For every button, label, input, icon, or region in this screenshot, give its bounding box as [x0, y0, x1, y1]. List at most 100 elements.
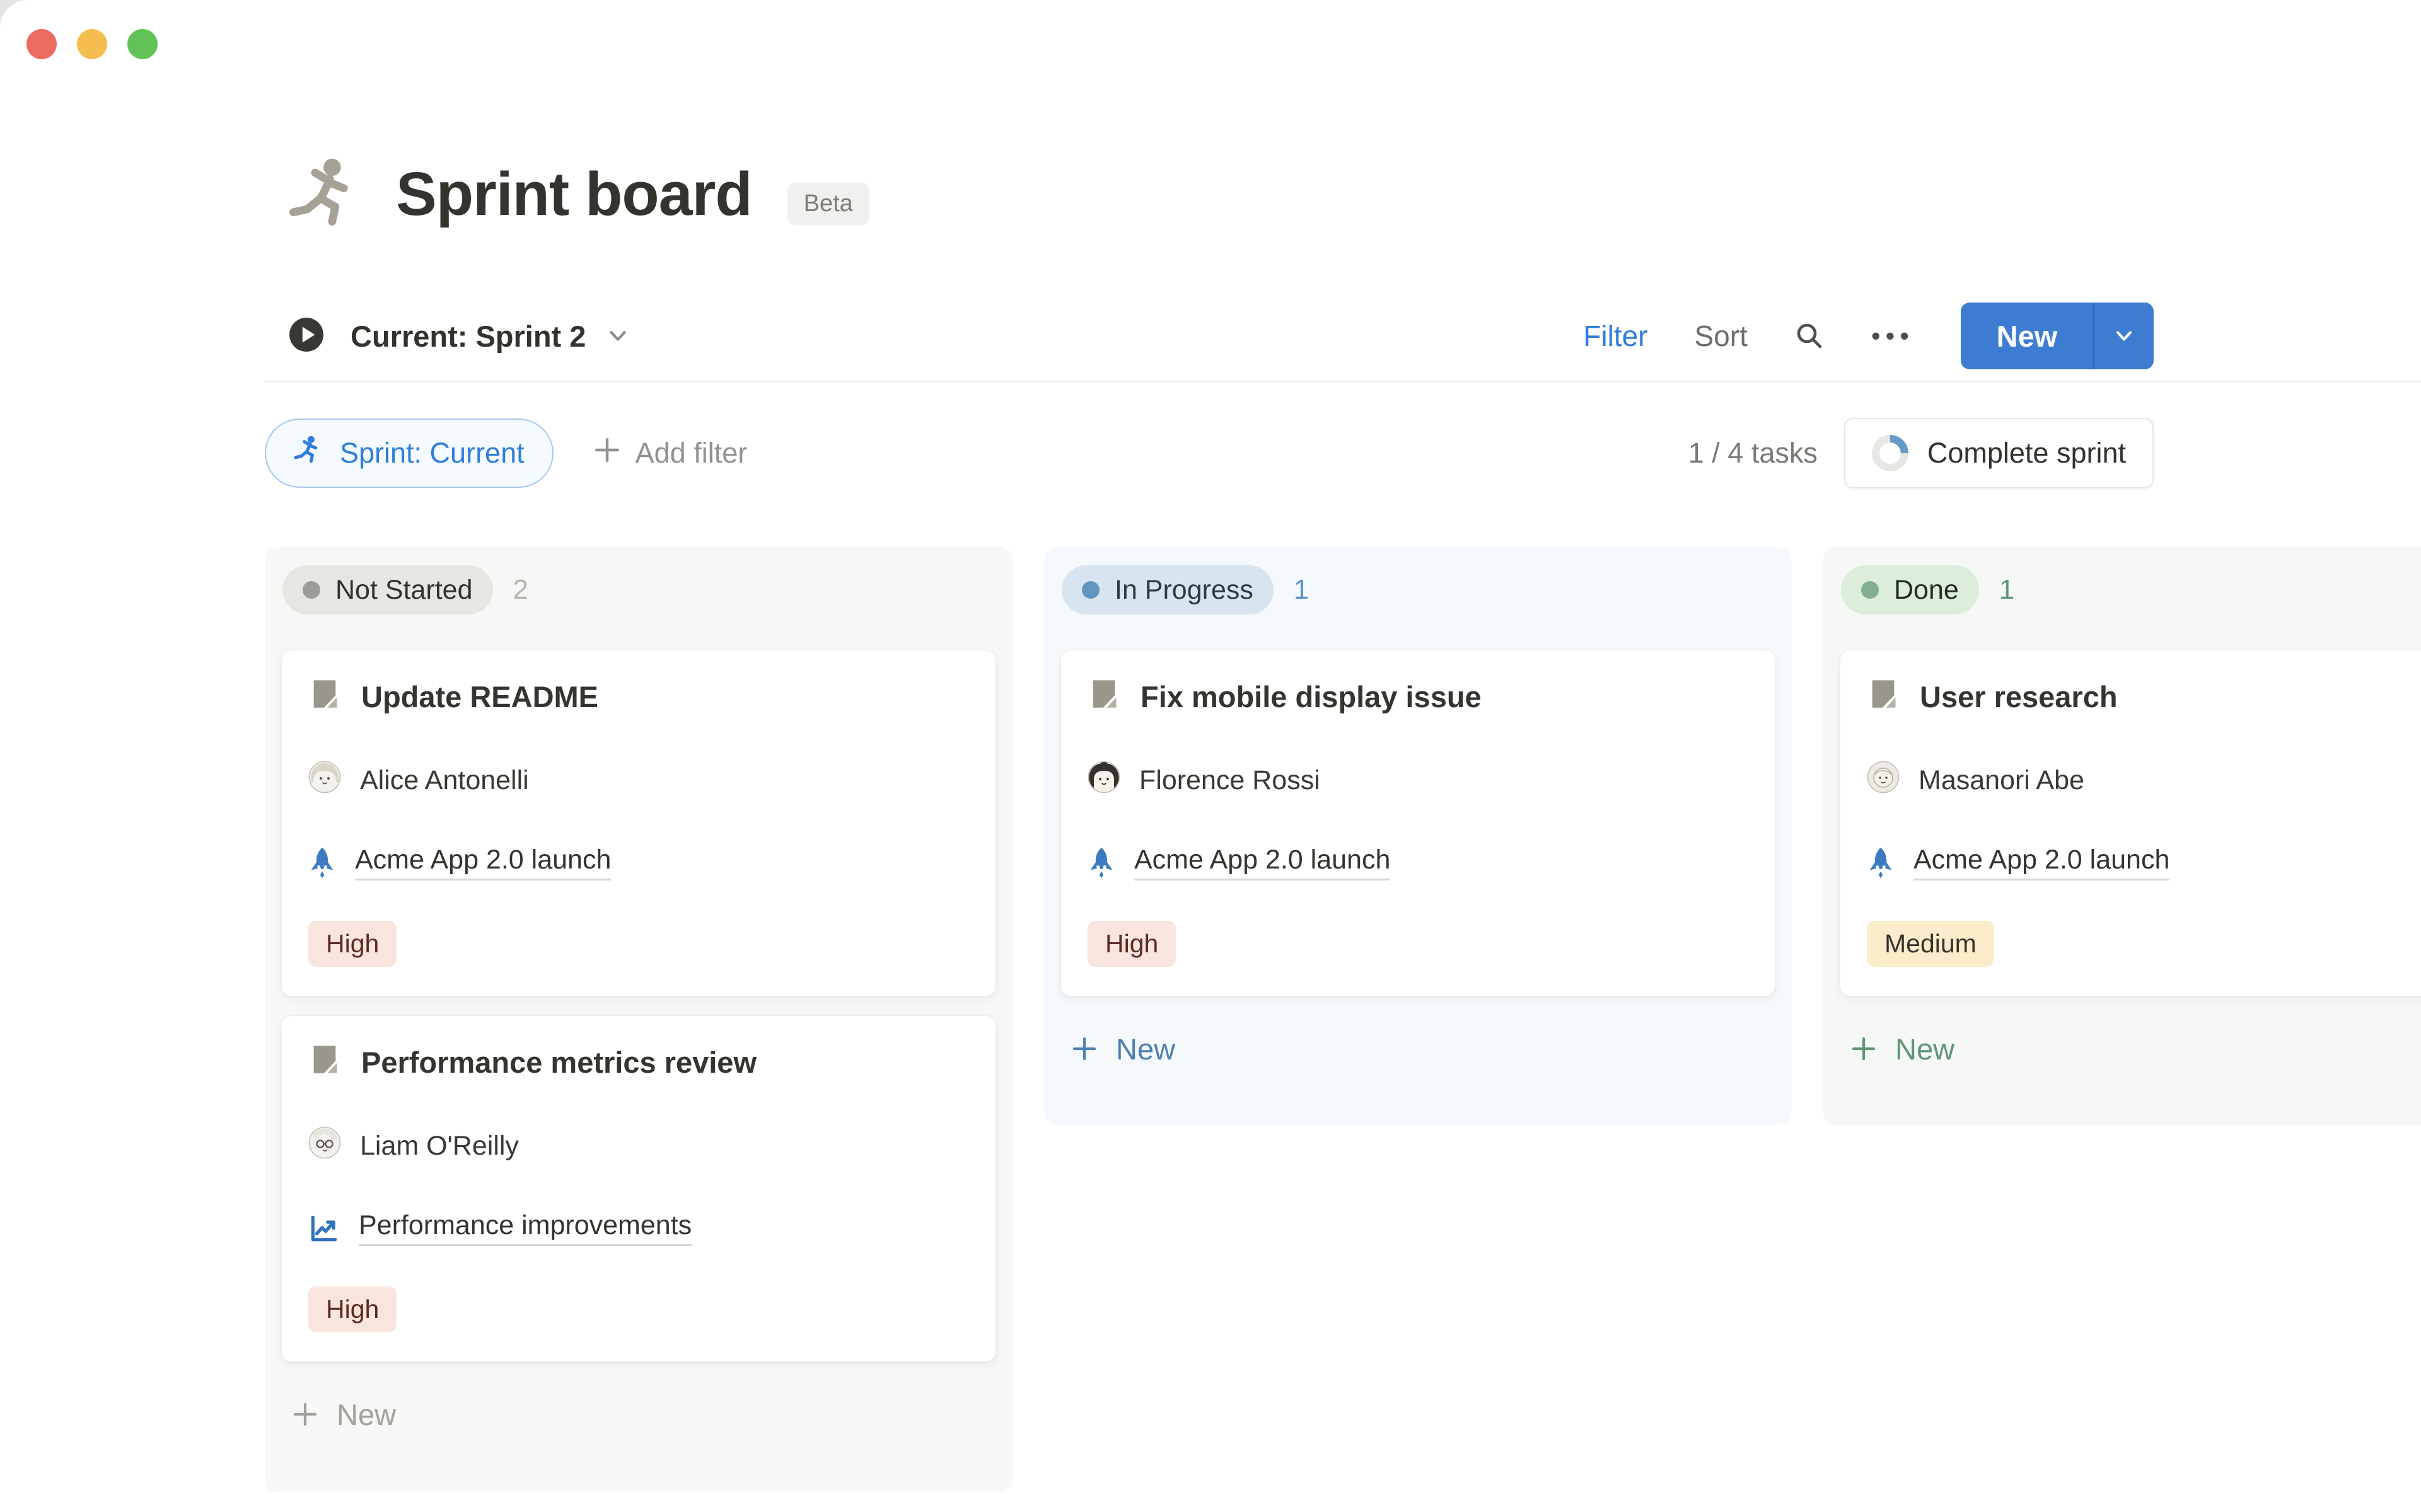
avatar	[308, 1126, 341, 1166]
new-button[interactable]: New	[1961, 303, 2154, 369]
status-badge[interactable]: Not Started	[282, 565, 493, 615]
column-header: Done 1	[1841, 565, 2421, 615]
status-dot-icon	[1082, 581, 1100, 599]
avatar	[308, 761, 341, 800]
status-label: Not Started	[335, 574, 473, 605]
assignee-name: Alice Antonelli	[360, 765, 529, 795]
new-card-button[interactable]: New	[1850, 1020, 2421, 1077]
task-card[interactable]: Update README Alice Antonelli Acme App 2…	[281, 650, 996, 996]
complete-sprint-button[interactable]: Complete sprint	[1843, 418, 2154, 488]
column-header: In Progress 1	[1062, 565, 1775, 615]
sprint-progress-ring-icon	[1871, 435, 1908, 471]
status-badge[interactable]: Done	[1841, 565, 1979, 615]
plus-icon	[1071, 1035, 1098, 1063]
chevron-down-icon	[605, 323, 631, 349]
add-filter-button[interactable]: Add filter	[593, 436, 748, 471]
project-link[interactable]: Acme App 2.0 launch	[1913, 845, 2170, 880]
plus-icon	[1850, 1035, 1878, 1063]
more-options-button[interactable]: •••	[1871, 321, 1914, 350]
status-label: Done	[1894, 574, 1959, 605]
column-count: 2	[513, 574, 528, 605]
window-controls	[26, 29, 158, 59]
task-card[interactable]: Performance metrics review Liam O'Reilly…	[281, 1015, 996, 1362]
new-card-label: New	[337, 1397, 397, 1431]
toolbar-divider	[265, 381, 2421, 382]
board-column-not-started: Not Started 2 Update README Alice Antone…	[265, 547, 1013, 1492]
card-title: Fix mobile display issue	[1141, 680, 1482, 713]
assignee-row: Alice Antonelli	[308, 761, 969, 800]
new-card-label: New	[1895, 1032, 1955, 1066]
project-row: Acme App 2.0 launch	[1088, 845, 1748, 880]
assignee-row: Masanori Abe	[1867, 761, 2421, 800]
runner-icon	[289, 156, 363, 233]
project-link[interactable]: Performance improvements	[359, 1210, 692, 1246]
status-badge[interactable]: In Progress	[1062, 565, 1274, 615]
new-button-divider	[2093, 303, 2094, 369]
project-link[interactable]: Acme App 2.0 launch	[355, 845, 612, 880]
chart-icon	[308, 1213, 340, 1244]
page-header: Sprint board Beta	[289, 144, 869, 245]
assignee-name: Masanori Abe	[1919, 765, 2084, 795]
status-dot-icon	[1861, 581, 1879, 599]
card-title: Update README	[361, 680, 599, 713]
priority-tag: High	[308, 1286, 397, 1332]
priority-tag: High	[308, 921, 397, 967]
column-count: 1	[1999, 574, 2015, 605]
board-column-done: Done 1 User research Masanori Abe	[1823, 547, 2421, 1125]
task-card[interactable]: User research Masanori Abe Acme App 2.0 …	[1840, 650, 2421, 996]
project-link[interactable]: Acme App 2.0 launch	[1134, 845, 1391, 880]
sprint-filter-chip[interactable]: Sprint: Current	[265, 418, 554, 488]
filter-button[interactable]: Filter	[1583, 320, 1648, 352]
complete-sprint-label: Complete sprint	[1927, 437, 2126, 469]
new-button-label[interactable]: New	[1996, 319, 2058, 353]
page-icon	[308, 677, 341, 717]
page-title[interactable]: Sprint board	[396, 159, 753, 228]
close-button[interactable]	[26, 29, 57, 59]
new-card-button[interactable]: New	[1071, 1020, 1775, 1077]
project-row: Acme App 2.0 launch	[308, 845, 969, 880]
assignee-row: Liam O'Reilly	[308, 1126, 969, 1166]
minimize-button[interactable]	[77, 29, 107, 59]
add-filter-label: Add filter	[635, 437, 748, 469]
avatar	[1088, 761, 1120, 800]
card-title: Performance metrics review	[361, 1046, 757, 1079]
runner-icon	[294, 435, 323, 471]
beta-badge: Beta	[787, 182, 869, 225]
chevron-down-icon[interactable]	[2094, 303, 2154, 369]
new-card-button[interactable]: New	[291, 1386, 996, 1443]
column-header: Not Started 2	[282, 565, 996, 615]
plus-icon	[593, 436, 622, 471]
sort-button[interactable]: Sort	[1694, 320, 1748, 352]
page-icon	[1088, 677, 1120, 717]
view-toolbar: Current: Sprint 2 Filter Sort ••• New	[289, 301, 2154, 371]
priority-tag: High	[1088, 921, 1176, 967]
avatar	[1867, 761, 1900, 800]
priority-tag: Medium	[1867, 921, 1994, 967]
status-dot-icon	[303, 581, 320, 599]
kanban-board: Not Started 2 Update README Alice Antone…	[265, 547, 2421, 1492]
column-count: 1	[1293, 574, 1309, 605]
sprint-filter-label: Sprint: Current	[340, 437, 525, 469]
rocket-icon	[1867, 846, 1895, 879]
filter-bar: Sprint: Current Add filter 1 / 4 tasks C…	[265, 417, 2154, 489]
project-row: Performance improvements	[308, 1210, 969, 1246]
assignee-row: Florence Rossi	[1088, 761, 1748, 800]
tasks-progress-summary: 1 / 4 tasks	[1688, 437, 1818, 469]
board-column-in-progress: In Progress 1 Fix mobile display issue F…	[1044, 547, 1792, 1125]
new-card-label: New	[1116, 1032, 1176, 1066]
card-title: User research	[1920, 680, 2118, 713]
rocket-icon	[308, 846, 336, 879]
rocket-icon	[1088, 846, 1115, 879]
project-row: Acme App 2.0 launch	[1867, 845, 2421, 880]
assignee-name: Liam O'Reilly	[360, 1131, 519, 1161]
search-icon[interactable]	[1794, 321, 1825, 351]
view-label: Current: Sprint 2	[351, 319, 586, 353]
assignee-name: Florence Rossi	[1139, 765, 1320, 795]
view-switcher[interactable]: Current: Sprint 2	[289, 317, 631, 355]
page-icon	[308, 1042, 341, 1082]
plus-icon	[291, 1400, 319, 1428]
page-icon	[1867, 677, 1900, 717]
zoom-button[interactable]	[127, 29, 158, 59]
task-card[interactable]: Fix mobile display issue Florence Rossi …	[1060, 650, 1775, 996]
